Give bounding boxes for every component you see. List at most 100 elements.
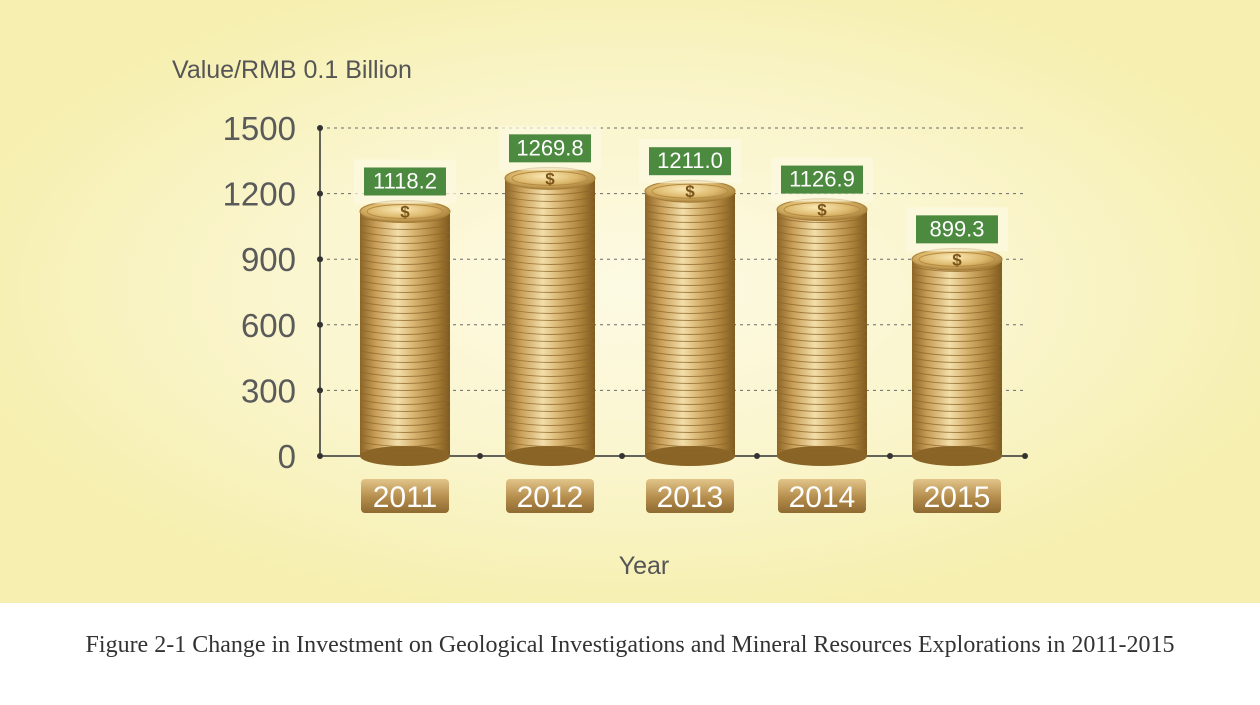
bar-2015: $ (911, 247, 1003, 466)
x-tick-dot (887, 453, 893, 459)
x-tick-dot (619, 453, 625, 459)
coin-edge (776, 350, 868, 356)
coin-edge (504, 378, 596, 384)
coin-edge (359, 301, 451, 307)
coin-edge (644, 385, 736, 391)
coin-edge (504, 287, 596, 293)
bar-2014: $ (776, 198, 868, 466)
coin-edge (911, 406, 1003, 412)
coin-edge (504, 371, 596, 377)
coin-edge (776, 224, 868, 230)
coin-edge (644, 266, 736, 272)
coin-edge (359, 434, 451, 440)
coin-edge (504, 350, 596, 356)
coin-edge (359, 364, 451, 370)
coin-edge (644, 231, 736, 237)
coin-edge (504, 343, 596, 349)
coin-edge (776, 217, 868, 223)
value-label-box (364, 167, 446, 196)
coin-edge (644, 371, 736, 377)
coin-edge (504, 189, 596, 195)
coin-edge (359, 441, 451, 447)
coin-edge (644, 350, 736, 356)
value-label: 1269.8 (516, 135, 583, 160)
coin-edge (776, 357, 868, 363)
coin-edge (911, 434, 1003, 440)
coin-edge (359, 259, 451, 265)
coin-edge (359, 350, 451, 356)
value-label-box (781, 165, 863, 194)
coin-edge (644, 280, 736, 286)
coin-edge (504, 231, 596, 237)
year-badge (361, 479, 449, 513)
coin-edge (359, 315, 451, 321)
coin-edge (776, 448, 868, 454)
coin-edge (911, 413, 1003, 419)
coin-edge (504, 308, 596, 314)
value-label: 1211.0 (657, 148, 723, 173)
coin-edge (644, 343, 736, 349)
coin-stack-bottom (360, 446, 450, 466)
coin-edge (359, 280, 451, 286)
y-tick-label: 1200 (223, 176, 296, 213)
coin-edge (911, 399, 1003, 405)
bar-2013: $ (644, 179, 736, 466)
coin-edge (644, 217, 736, 223)
coin-edge (911, 294, 1003, 300)
chart: Value/RMB 0.1 Billion Year 0 300 600 900 120… (0, 0, 1260, 603)
coin-edge (504, 245, 596, 251)
coin-edge (359, 336, 451, 342)
coin-edge (644, 301, 736, 307)
coin-edge (776, 266, 868, 272)
coin-edge (644, 287, 736, 293)
coin-rim (366, 203, 444, 219)
coin-edge (776, 336, 868, 342)
x-tick-dot (754, 453, 760, 459)
coin-edge (776, 238, 868, 244)
coin-edge (504, 427, 596, 433)
coin-edge (911, 364, 1003, 370)
coin-edge (359, 245, 451, 251)
coin-edge (911, 378, 1003, 384)
coin-edge (644, 224, 736, 230)
coin-edge (911, 420, 1003, 426)
coin-edge (359, 266, 451, 272)
bar-2012: $ (504, 166, 596, 466)
coin-edge (504, 259, 596, 265)
coin-stack-bottom (505, 446, 595, 466)
coin-edge (644, 420, 736, 426)
coin-edge (644, 315, 736, 321)
coin-edge (644, 392, 736, 398)
coin-edge (359, 399, 451, 405)
coin-edge (911, 287, 1003, 293)
coin-edge (911, 448, 1003, 454)
coin-stack-bottom (777, 446, 867, 466)
coin-edge (776, 308, 868, 314)
dollar-sign-icon: $ (400, 202, 410, 221)
coin-edge (359, 294, 451, 300)
x-tick-dot (477, 453, 483, 459)
coin-edge (776, 392, 868, 398)
coin-rim (651, 183, 729, 199)
value-label: 1126.9 (789, 167, 855, 192)
coin-edge (776, 231, 868, 237)
x-axis-label: Year (619, 552, 670, 580)
coin-edge (504, 392, 596, 398)
coin-rim (783, 202, 861, 218)
coin-edge (776, 259, 868, 265)
coin-edge (911, 441, 1003, 447)
coin-edge (644, 273, 736, 279)
coin-edge (776, 420, 868, 426)
coin-edge (504, 252, 596, 258)
value-labels: 1118.2 1269.8 1211.0 1126.9 899.3 (354, 126, 1008, 252)
coin-edge (644, 434, 736, 440)
coin-edge (504, 420, 596, 426)
coin-edge (504, 301, 596, 307)
coin-edge (776, 287, 868, 293)
coin-edge (644, 413, 736, 419)
coin-edge (359, 329, 451, 335)
coin-edge (776, 378, 868, 384)
coin-edge (644, 308, 736, 314)
coin-edge (504, 399, 596, 405)
